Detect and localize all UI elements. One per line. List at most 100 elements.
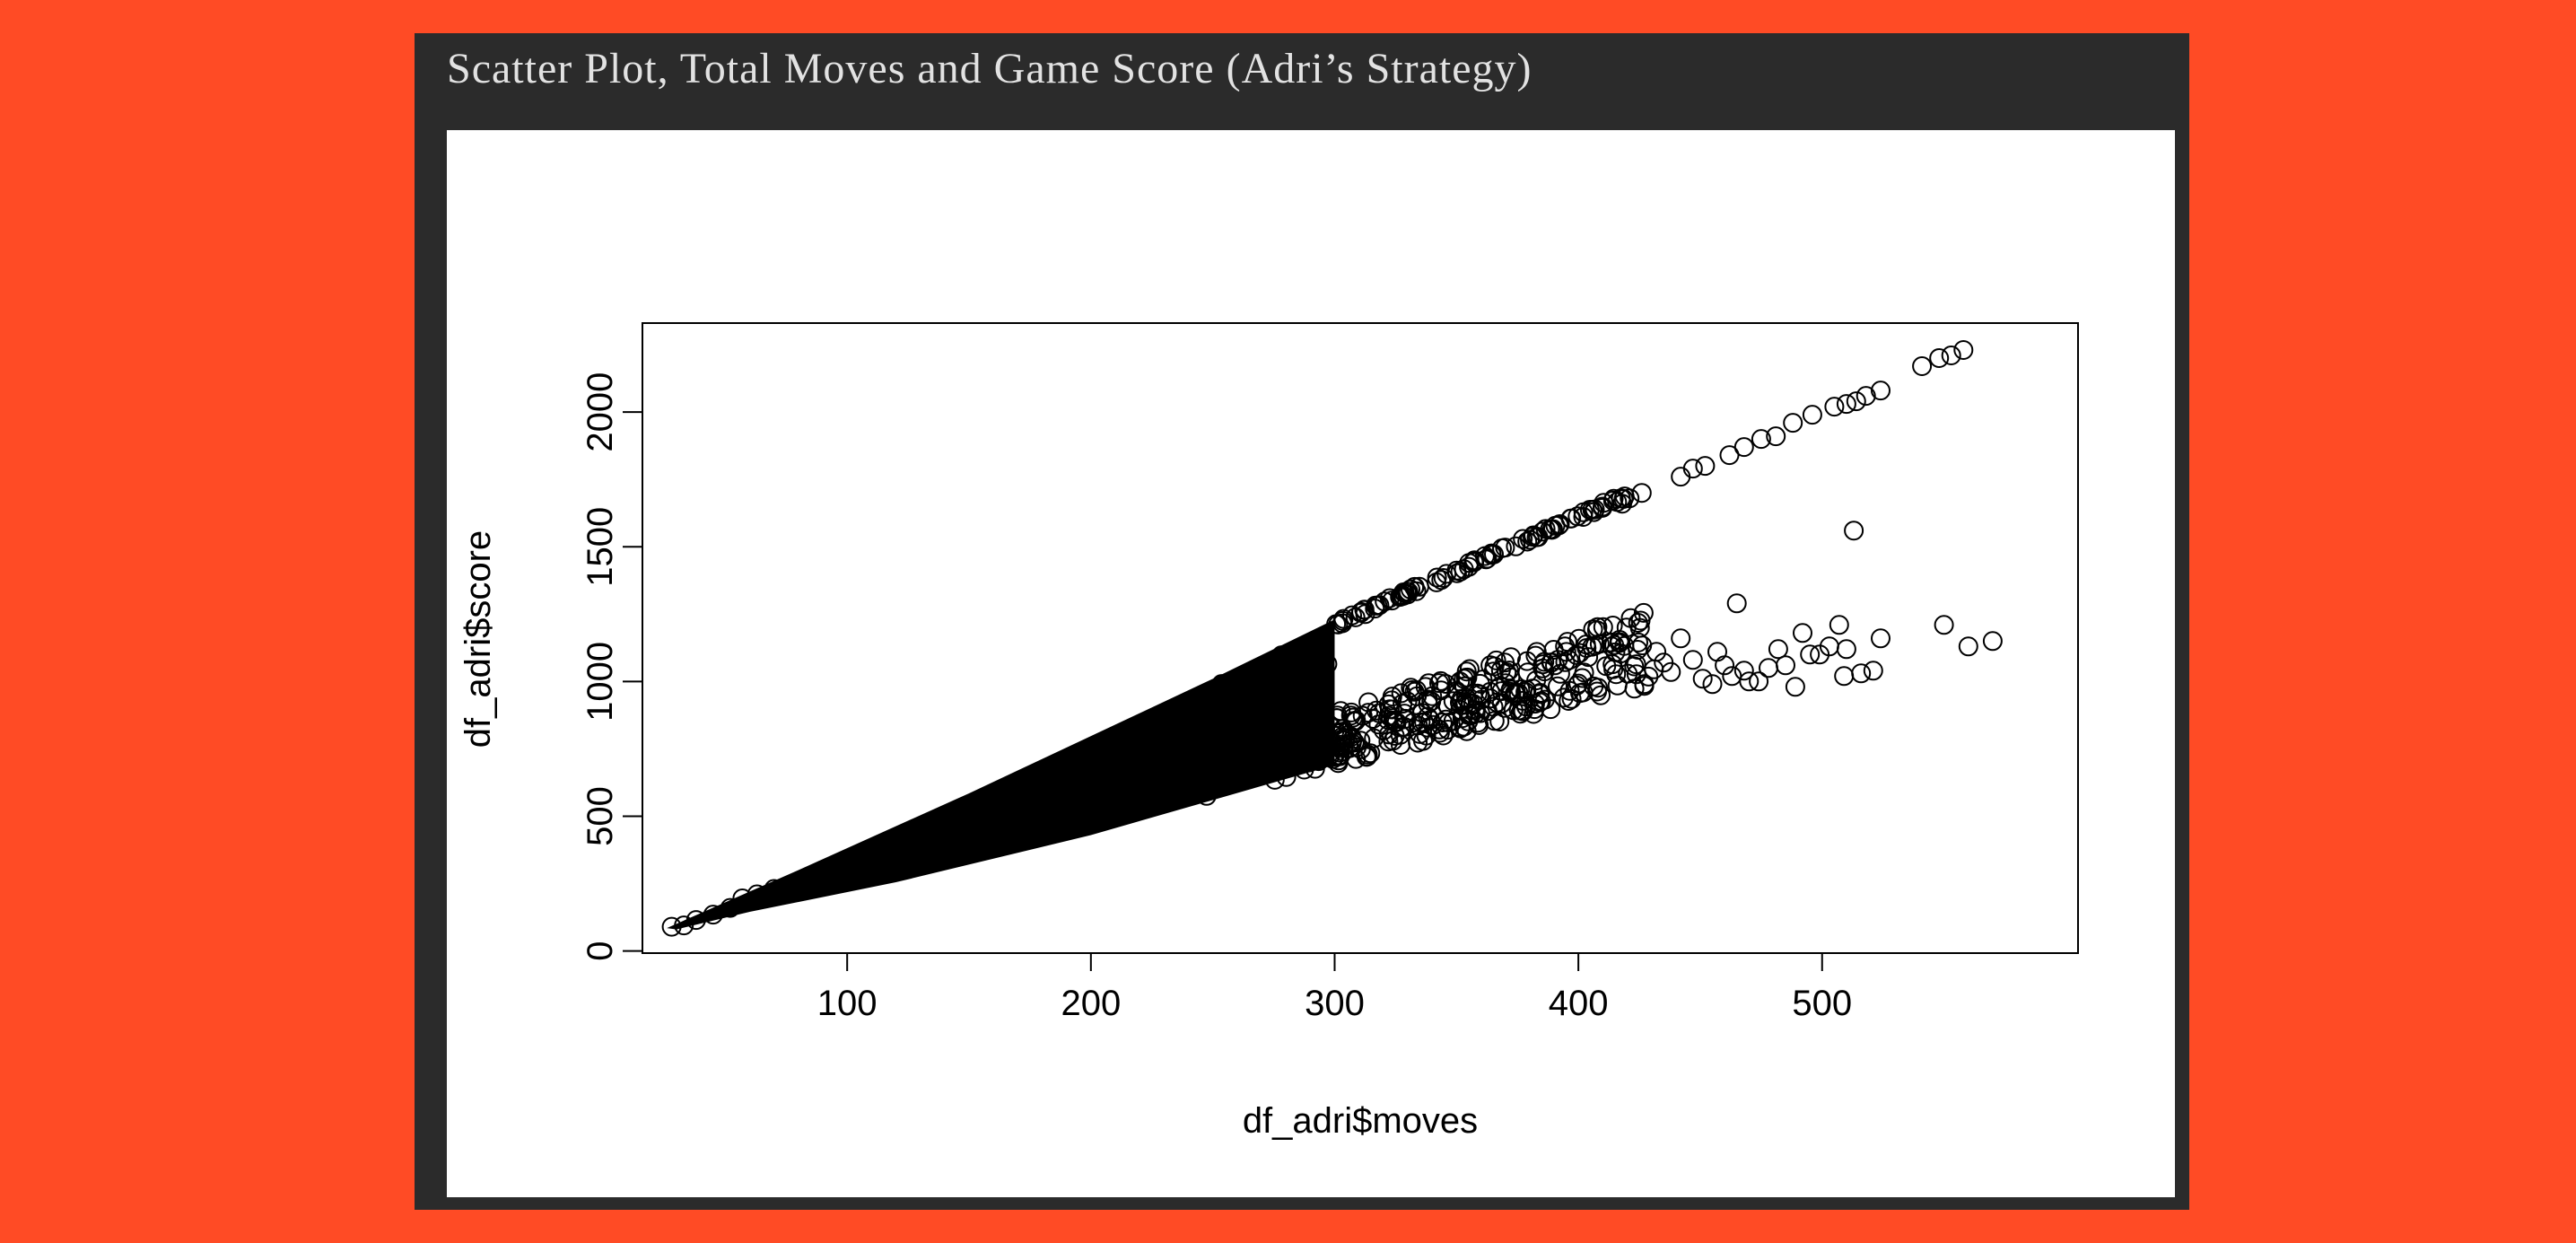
data-point bbox=[1715, 655, 1735, 676]
data-point bbox=[1391, 735, 1410, 755]
data-point bbox=[1585, 635, 1605, 656]
data-point bbox=[674, 915, 694, 936]
data-point bbox=[1317, 653, 1338, 674]
data-point bbox=[1211, 674, 1232, 695]
plot-panel: 100 200 300 400 500 0 500 1000 1500 2000 df_adri$… bbox=[447, 130, 2175, 1197]
data-point bbox=[1541, 520, 1562, 540]
data-point bbox=[1520, 530, 1541, 550]
data-point bbox=[1367, 700, 1387, 721]
data-point bbox=[1430, 670, 1451, 691]
y-axis-title: df_adri$score bbox=[458, 530, 498, 748]
data-point bbox=[1783, 413, 1803, 433]
data-point bbox=[1436, 709, 1456, 730]
data-point bbox=[1480, 688, 1501, 709]
data-point bbox=[1294, 759, 1314, 780]
data-point bbox=[1751, 429, 1771, 450]
data-point bbox=[1305, 758, 1325, 779]
data-point bbox=[1863, 661, 1883, 681]
data-point bbox=[1483, 696, 1504, 717]
data-point bbox=[1460, 693, 1480, 713]
data-point bbox=[1596, 656, 1617, 677]
data-point bbox=[1624, 656, 1645, 677]
data-point bbox=[1559, 691, 1579, 711]
data-point bbox=[1739, 671, 1760, 692]
data-point bbox=[1682, 459, 1703, 479]
data-point bbox=[1844, 521, 1864, 541]
data-point bbox=[1274, 655, 1295, 676]
data-point bbox=[1586, 620, 1607, 641]
data-point bbox=[1555, 652, 1576, 672]
data-point bbox=[1702, 674, 1723, 695]
x-tick-label: 100 bbox=[817, 984, 878, 1023]
data-point bbox=[1953, 340, 1974, 360]
y-tick-label: 500 bbox=[581, 786, 620, 846]
data-point bbox=[1633, 602, 1654, 623]
data-point bbox=[764, 879, 784, 899]
data-point bbox=[1291, 667, 1312, 687]
chart-card: Scatter Plot, Total Moves and Game Score… bbox=[415, 33, 2189, 1210]
x-tick-label: 500 bbox=[1792, 984, 1852, 1023]
data-point bbox=[1534, 689, 1555, 710]
data-point bbox=[1695, 456, 1716, 477]
data-point bbox=[1244, 755, 1263, 775]
data-point bbox=[1776, 655, 1795, 676]
data-point bbox=[788, 872, 808, 892]
data-point bbox=[1661, 661, 1681, 682]
data-point bbox=[1446, 681, 1467, 701]
data-point bbox=[1513, 690, 1533, 711]
data-point bbox=[1726, 593, 1747, 614]
data-point bbox=[1333, 608, 1354, 629]
data-point bbox=[1421, 691, 1442, 712]
data-point bbox=[1472, 670, 1493, 690]
data-point bbox=[1296, 661, 1316, 682]
data-point bbox=[1629, 632, 1648, 652]
data-point bbox=[1328, 614, 1349, 635]
data-point bbox=[1221, 763, 1242, 783]
data-point bbox=[1496, 673, 1516, 694]
data-point bbox=[1333, 741, 1354, 762]
data-point bbox=[1192, 753, 1213, 773]
data-point bbox=[1446, 563, 1467, 583]
data-point bbox=[1241, 664, 1262, 685]
data-point bbox=[1342, 605, 1362, 626]
data-point bbox=[1576, 635, 1596, 655]
data-point bbox=[1183, 698, 1203, 719]
data-point bbox=[1692, 669, 1713, 689]
data-point bbox=[1205, 698, 1226, 719]
data-point bbox=[1682, 650, 1703, 670]
data-point bbox=[1484, 711, 1505, 731]
y-tick-label: 1000 bbox=[581, 642, 620, 722]
data-point bbox=[1301, 722, 1322, 742]
data-point bbox=[1321, 744, 1340, 765]
data-point bbox=[1629, 617, 1650, 638]
y-tick-label: 2000 bbox=[581, 372, 620, 452]
dense-points-layer bbox=[667, 486, 1659, 930]
data-point bbox=[1436, 674, 1456, 694]
data-point bbox=[1733, 661, 1754, 681]
data-point bbox=[1286, 643, 1306, 664]
data-point bbox=[1304, 693, 1324, 713]
data-point bbox=[1631, 483, 1652, 503]
data-point bbox=[1612, 494, 1632, 514]
data-point bbox=[1247, 709, 1268, 729]
data-point bbox=[1671, 467, 1691, 487]
data-point bbox=[1305, 684, 1324, 705]
data-point bbox=[1402, 680, 1422, 700]
data-point bbox=[1749, 671, 1769, 692]
data-point bbox=[1824, 397, 1845, 417]
data-point bbox=[1394, 709, 1415, 730]
data-point bbox=[1515, 696, 1536, 717]
data-point bbox=[1535, 519, 1556, 539]
data-point bbox=[1382, 687, 1402, 707]
data-point bbox=[1269, 737, 1289, 757]
data-point bbox=[1871, 628, 1891, 649]
y-tick-label: 1500 bbox=[581, 507, 620, 587]
data-point bbox=[1836, 639, 1856, 660]
data-point bbox=[1602, 490, 1623, 511]
data-point bbox=[1578, 647, 1599, 668]
x-tick-label: 200 bbox=[1061, 984, 1121, 1023]
data-point bbox=[1759, 658, 1778, 678]
data-point bbox=[1526, 642, 1547, 662]
data-point bbox=[1534, 661, 1555, 682]
data-point bbox=[1345, 607, 1366, 627]
